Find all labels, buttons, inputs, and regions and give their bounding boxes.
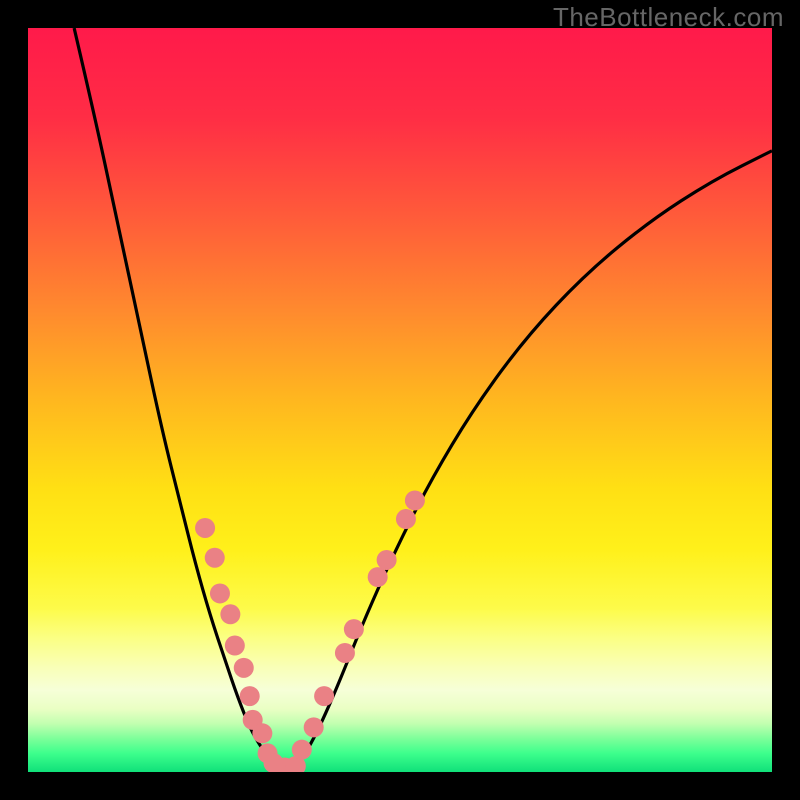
plot-background <box>28 28 772 772</box>
data-marker <box>220 604 240 624</box>
data-marker <box>234 658 254 678</box>
bottleneck-chart-svg <box>0 0 800 800</box>
data-marker <box>344 619 364 639</box>
data-marker <box>292 740 312 760</box>
chart-frame: TheBottleneck.com <box>0 0 800 800</box>
data-marker <box>335 643 355 663</box>
watermark-text: TheBottleneck.com <box>553 2 784 33</box>
data-marker <box>304 717 324 737</box>
data-marker <box>368 567 388 587</box>
data-marker <box>377 550 397 570</box>
data-marker <box>240 686 260 706</box>
data-marker <box>210 583 230 603</box>
data-marker <box>396 509 416 529</box>
data-marker <box>405 490 425 510</box>
data-marker <box>314 686 334 706</box>
data-marker <box>252 723 272 743</box>
data-marker <box>225 636 245 656</box>
data-marker <box>205 548 225 568</box>
data-marker <box>195 518 215 538</box>
